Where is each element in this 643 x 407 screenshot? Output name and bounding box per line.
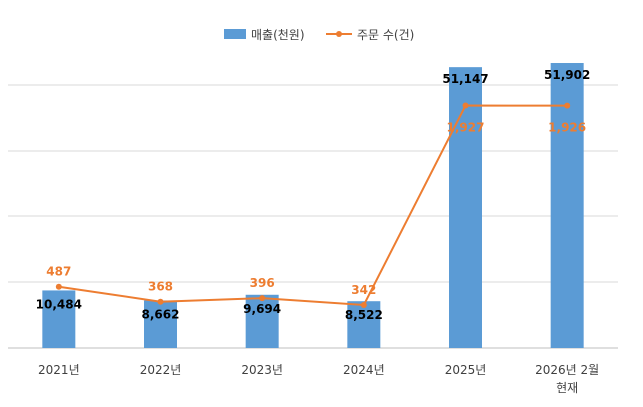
legend-bar-label: 매출(천원) [251, 27, 305, 42]
bar-0 [42, 290, 76, 348]
bar-value-label-5: 51,902 [544, 68, 590, 82]
line-value-label-3: 342 [351, 283, 376, 297]
bar-value-label-4: 51,147 [442, 72, 488, 86]
bar-5 [550, 63, 584, 349]
x-tick-label-5-line-1: 현재 [556, 381, 578, 395]
x-tick-label-3: 2024년 [343, 363, 385, 377]
line-value-label-2: 396 [250, 276, 275, 290]
legend: 매출(천원) 주문 수(건) [224, 27, 414, 42]
legend-bar-swatch [224, 29, 246, 39]
bar-3 [347, 301, 381, 348]
line-point-5 [564, 102, 571, 109]
line-point-1 [157, 298, 164, 305]
line-value-label-5: 1,926 [548, 121, 586, 135]
legend-line-marker [336, 31, 342, 37]
bar-series [42, 63, 584, 349]
bar-value-label-3: 8,522 [345, 308, 383, 322]
bar-1 [144, 300, 177, 348]
line-point-2 [259, 295, 266, 302]
bar-4 [449, 67, 482, 349]
line-value-label-0: 487 [46, 265, 71, 279]
x-tick-label-5: 2026년 2월 [535, 363, 599, 377]
gridlines [8, 84, 618, 349]
legend-line-label: 주문 수(건) [357, 28, 414, 42]
line-point-3 [360, 301, 367, 308]
x-tick-label-2: 2023년 [241, 363, 283, 377]
line-value-label-1: 368 [148, 280, 173, 294]
order-count-line [58, 104, 568, 307]
data-labels: 10,484 8,662 9,694 8,522 51,147 51,902 487 368 3… [36, 68, 591, 322]
bar-value-label-2: 9,694 [243, 302, 281, 316]
line-point-4 [462, 102, 469, 109]
x-tick-label-0: 2021년 [38, 363, 80, 377]
bar-value-label-0: 10,484 [36, 297, 82, 311]
x-tick-label-4: 2025년 [445, 363, 487, 377]
x-tick-label-1: 2022년 [140, 363, 182, 377]
line-point-0 [55, 283, 62, 290]
bar-value-label-1: 8,662 [142, 307, 180, 321]
line-value-label-4: 1,927 [447, 121, 485, 135]
line-series [55, 102, 571, 308]
bar-2 [245, 294, 279, 348]
